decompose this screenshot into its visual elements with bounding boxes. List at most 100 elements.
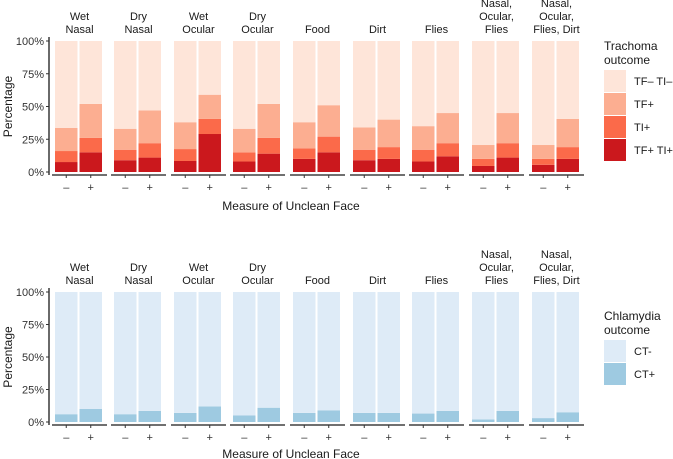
x-tick-label: – [540, 432, 547, 444]
bar-segment [174, 292, 197, 413]
y-tick-label: 100% [16, 287, 44, 299]
bar-segment [532, 418, 555, 422]
facet-label: Nasal [124, 275, 152, 287]
legend-key [604, 116, 626, 138]
facet-label: Wet [70, 11, 89, 23]
bar-segment [293, 292, 316, 413]
bar-segment [412, 161, 435, 172]
bar-segment [317, 410, 340, 422]
facet-panel: Flies – + [409, 275, 464, 444]
y-tick-label: 75% [22, 69, 44, 81]
legend-label: TI+ [634, 122, 650, 134]
y-tick-label: 0% [28, 167, 44, 179]
x-tick-label: – [122, 182, 129, 194]
x-tick-label: + [326, 432, 332, 444]
x-tick-label: + [266, 432, 272, 444]
x-tick-label: + [266, 182, 272, 194]
x-tick-label: + [445, 432, 451, 444]
bar-segment [257, 103, 280, 138]
facet-label: Nasal, [541, 249, 572, 261]
y-tick-label: 25% [22, 385, 44, 397]
bar-segment [532, 41, 555, 146]
x-tick-label: – [63, 432, 70, 444]
bar-segment [257, 153, 280, 172]
y-axis-title: Percentage [1, 75, 15, 137]
x-tick-label: – [182, 182, 189, 194]
x-axis-title: Measure of Unclean Face [222, 199, 360, 213]
legend-key [604, 340, 626, 362]
y-tick-label: 100% [16, 36, 44, 48]
x-tick-label: + [207, 182, 213, 194]
bar-segment [353, 41, 376, 128]
facet-label: Ocular, [479, 11, 514, 23]
legend-key [604, 70, 626, 92]
bar-segment [198, 134, 221, 172]
bar-segment [174, 412, 197, 422]
legend-key [604, 139, 626, 161]
bar-segment [412, 292, 435, 414]
bar-segment [496, 410, 519, 422]
bar-segment [138, 41, 161, 111]
bar-segment [353, 127, 376, 150]
legend-title: outcome [604, 323, 650, 337]
facet-label: Wet [70, 262, 89, 274]
facet-label: Food [305, 24, 330, 36]
bar-segment [198, 41, 221, 95]
facet-label: Ocular, [539, 11, 574, 23]
legend-label: TF+ [634, 99, 654, 111]
bar-segment [317, 41, 340, 106]
bar-segment [496, 157, 519, 172]
bar-segment [114, 149, 137, 161]
bar-segment [55, 151, 78, 163]
facet-label: Nasal, [481, 249, 512, 261]
bar-segment [79, 103, 102, 138]
bar-segment [79, 409, 102, 422]
bar-segment [377, 158, 400, 172]
bar-segment [436, 156, 459, 172]
bar-segment [198, 406, 221, 422]
bar-segment [198, 94, 221, 119]
x-tick-label: + [207, 432, 213, 444]
x-tick-label: + [565, 432, 571, 444]
facet-label: Ocular [182, 275, 215, 287]
x-tick-label: + [147, 182, 153, 194]
bar-segment [79, 137, 102, 153]
facet-label: Ocular [241, 275, 274, 287]
facet-panel: Dirt – + [350, 24, 405, 194]
facet-panel: Flies – + [409, 24, 464, 194]
facet-label: Food [305, 275, 330, 287]
x-tick-label: + [386, 432, 392, 444]
x-tick-label: – [540, 182, 547, 194]
bar-segment [556, 118, 579, 148]
bar-segment [293, 41, 316, 123]
x-tick-label: – [182, 432, 189, 444]
bar-segment [412, 41, 435, 127]
bar-segment [317, 105, 340, 137]
bar-segment [556, 292, 579, 413]
bar-segment [317, 136, 340, 153]
facet-panel: Nasal,Ocular,Flies, Dirt – + [529, 0, 584, 194]
bar-segment [138, 410, 161, 422]
x-tick-label: – [301, 432, 308, 444]
bar-segment [233, 292, 256, 416]
bar-segment [377, 41, 400, 120]
bar-segment [436, 292, 459, 411]
facet-label: Flies, Dirt [533, 24, 579, 36]
y-tick-label: 50% [22, 102, 44, 114]
bar-segment [532, 145, 555, 159]
facet-label: Nasal, [481, 0, 512, 10]
bar-segment [114, 414, 137, 422]
x-tick-label: + [505, 432, 511, 444]
x-tick-label: + [326, 182, 332, 194]
bar-segment [496, 113, 519, 144]
bar-segment [556, 412, 579, 422]
bar-segment [257, 41, 280, 104]
bar-segment [556, 158, 579, 172]
y-tick-label: 50% [22, 352, 44, 364]
bar-segment [353, 160, 376, 172]
facet-panel: Nasal,Ocular,Flies, Dirt – + [529, 249, 584, 444]
